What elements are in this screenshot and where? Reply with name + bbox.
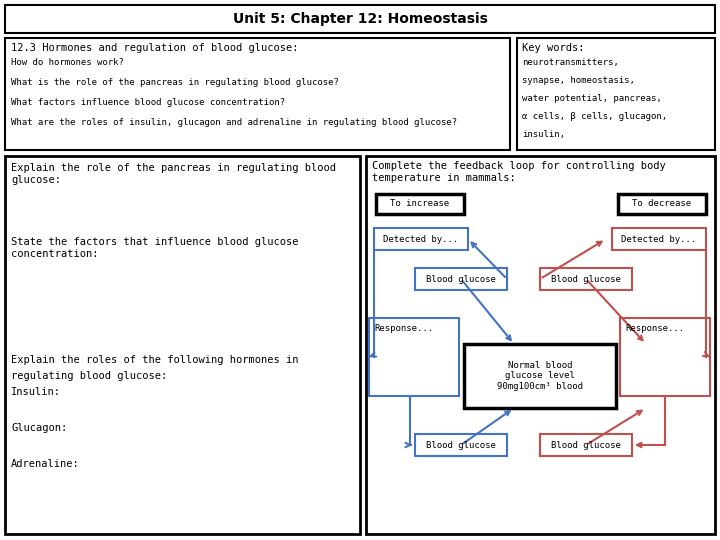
Bar: [540, 434, 632, 456]
Bar: [374, 228, 468, 250]
Text: What factors influence blood glucose concentration?: What factors influence blood glucose con…: [11, 98, 285, 107]
Text: To decrease: To decrease: [632, 199, 692, 208]
Text: Explain the role of the pancreas in regulating blood
glucose:: Explain the role of the pancreas in regu…: [11, 163, 336, 185]
Text: Detected by...: Detected by...: [621, 234, 697, 244]
Text: Detected by...: Detected by...: [383, 234, 459, 244]
Bar: [5, 5, 715, 33]
Text: Response...: Response...: [374, 324, 433, 333]
Text: Insulin:: Insulin:: [11, 387, 61, 397]
Text: insulin,: insulin,: [522, 130, 565, 139]
Bar: [366, 156, 715, 534]
Text: Blood glucose: Blood glucose: [426, 274, 496, 284]
Text: Response...: Response...: [625, 324, 684, 333]
Text: Blood glucose: Blood glucose: [551, 274, 621, 284]
Text: 12.3 Hormones and regulation of blood glucose:: 12.3 Hormones and regulation of blood gl…: [11, 43, 299, 53]
Text: Glucagon:: Glucagon:: [11, 423, 67, 433]
Text: Blood glucose: Blood glucose: [426, 441, 496, 449]
Bar: [376, 194, 464, 214]
Text: neurotransmitters,: neurotransmitters,: [522, 58, 618, 67]
Text: Blood glucose: Blood glucose: [551, 441, 621, 449]
Bar: [415, 434, 507, 456]
Bar: [612, 228, 706, 250]
Bar: [369, 318, 459, 396]
Text: State the factors that influence blood glucose
concentration:: State the factors that influence blood g…: [11, 237, 299, 259]
Text: Complete the feedback loop for controlling body
temperature in mammals:: Complete the feedback loop for controlli…: [372, 161, 666, 183]
Bar: [464, 344, 616, 408]
Text: regulating blood glucose:: regulating blood glucose:: [11, 371, 167, 381]
Bar: [517, 38, 715, 150]
Text: What is the role of the pancreas in regulating blood glucose?: What is the role of the pancreas in regu…: [11, 78, 339, 87]
Text: How do hormones work?: How do hormones work?: [11, 58, 124, 67]
Text: water potential, pancreas,: water potential, pancreas,: [522, 94, 662, 103]
Bar: [618, 194, 706, 214]
Text: Normal blood
glucose level
90mg100cm³ blood: Normal blood glucose level 90mg100cm³ bl…: [497, 361, 583, 391]
Bar: [540, 268, 632, 290]
Text: synapse, homeostasis,: synapse, homeostasis,: [522, 76, 635, 85]
Text: α cells, β cells, glucagon,: α cells, β cells, glucagon,: [522, 112, 667, 121]
Bar: [620, 318, 710, 396]
Text: To increase: To increase: [390, 199, 449, 208]
Text: What are the roles of insulin, glucagon and adrenaline in regulating blood gluco: What are the roles of insulin, glucagon …: [11, 118, 457, 127]
Bar: [5, 38, 510, 150]
Text: Unit 5: Chapter 12: Homeostasis: Unit 5: Chapter 12: Homeostasis: [233, 12, 487, 26]
Bar: [5, 156, 360, 534]
Text: Explain the roles of the following hormones in: Explain the roles of the following hormo…: [11, 355, 299, 365]
Text: Adrenaline:: Adrenaline:: [11, 459, 80, 469]
Text: Key words:: Key words:: [522, 43, 585, 53]
Bar: [415, 268, 507, 290]
